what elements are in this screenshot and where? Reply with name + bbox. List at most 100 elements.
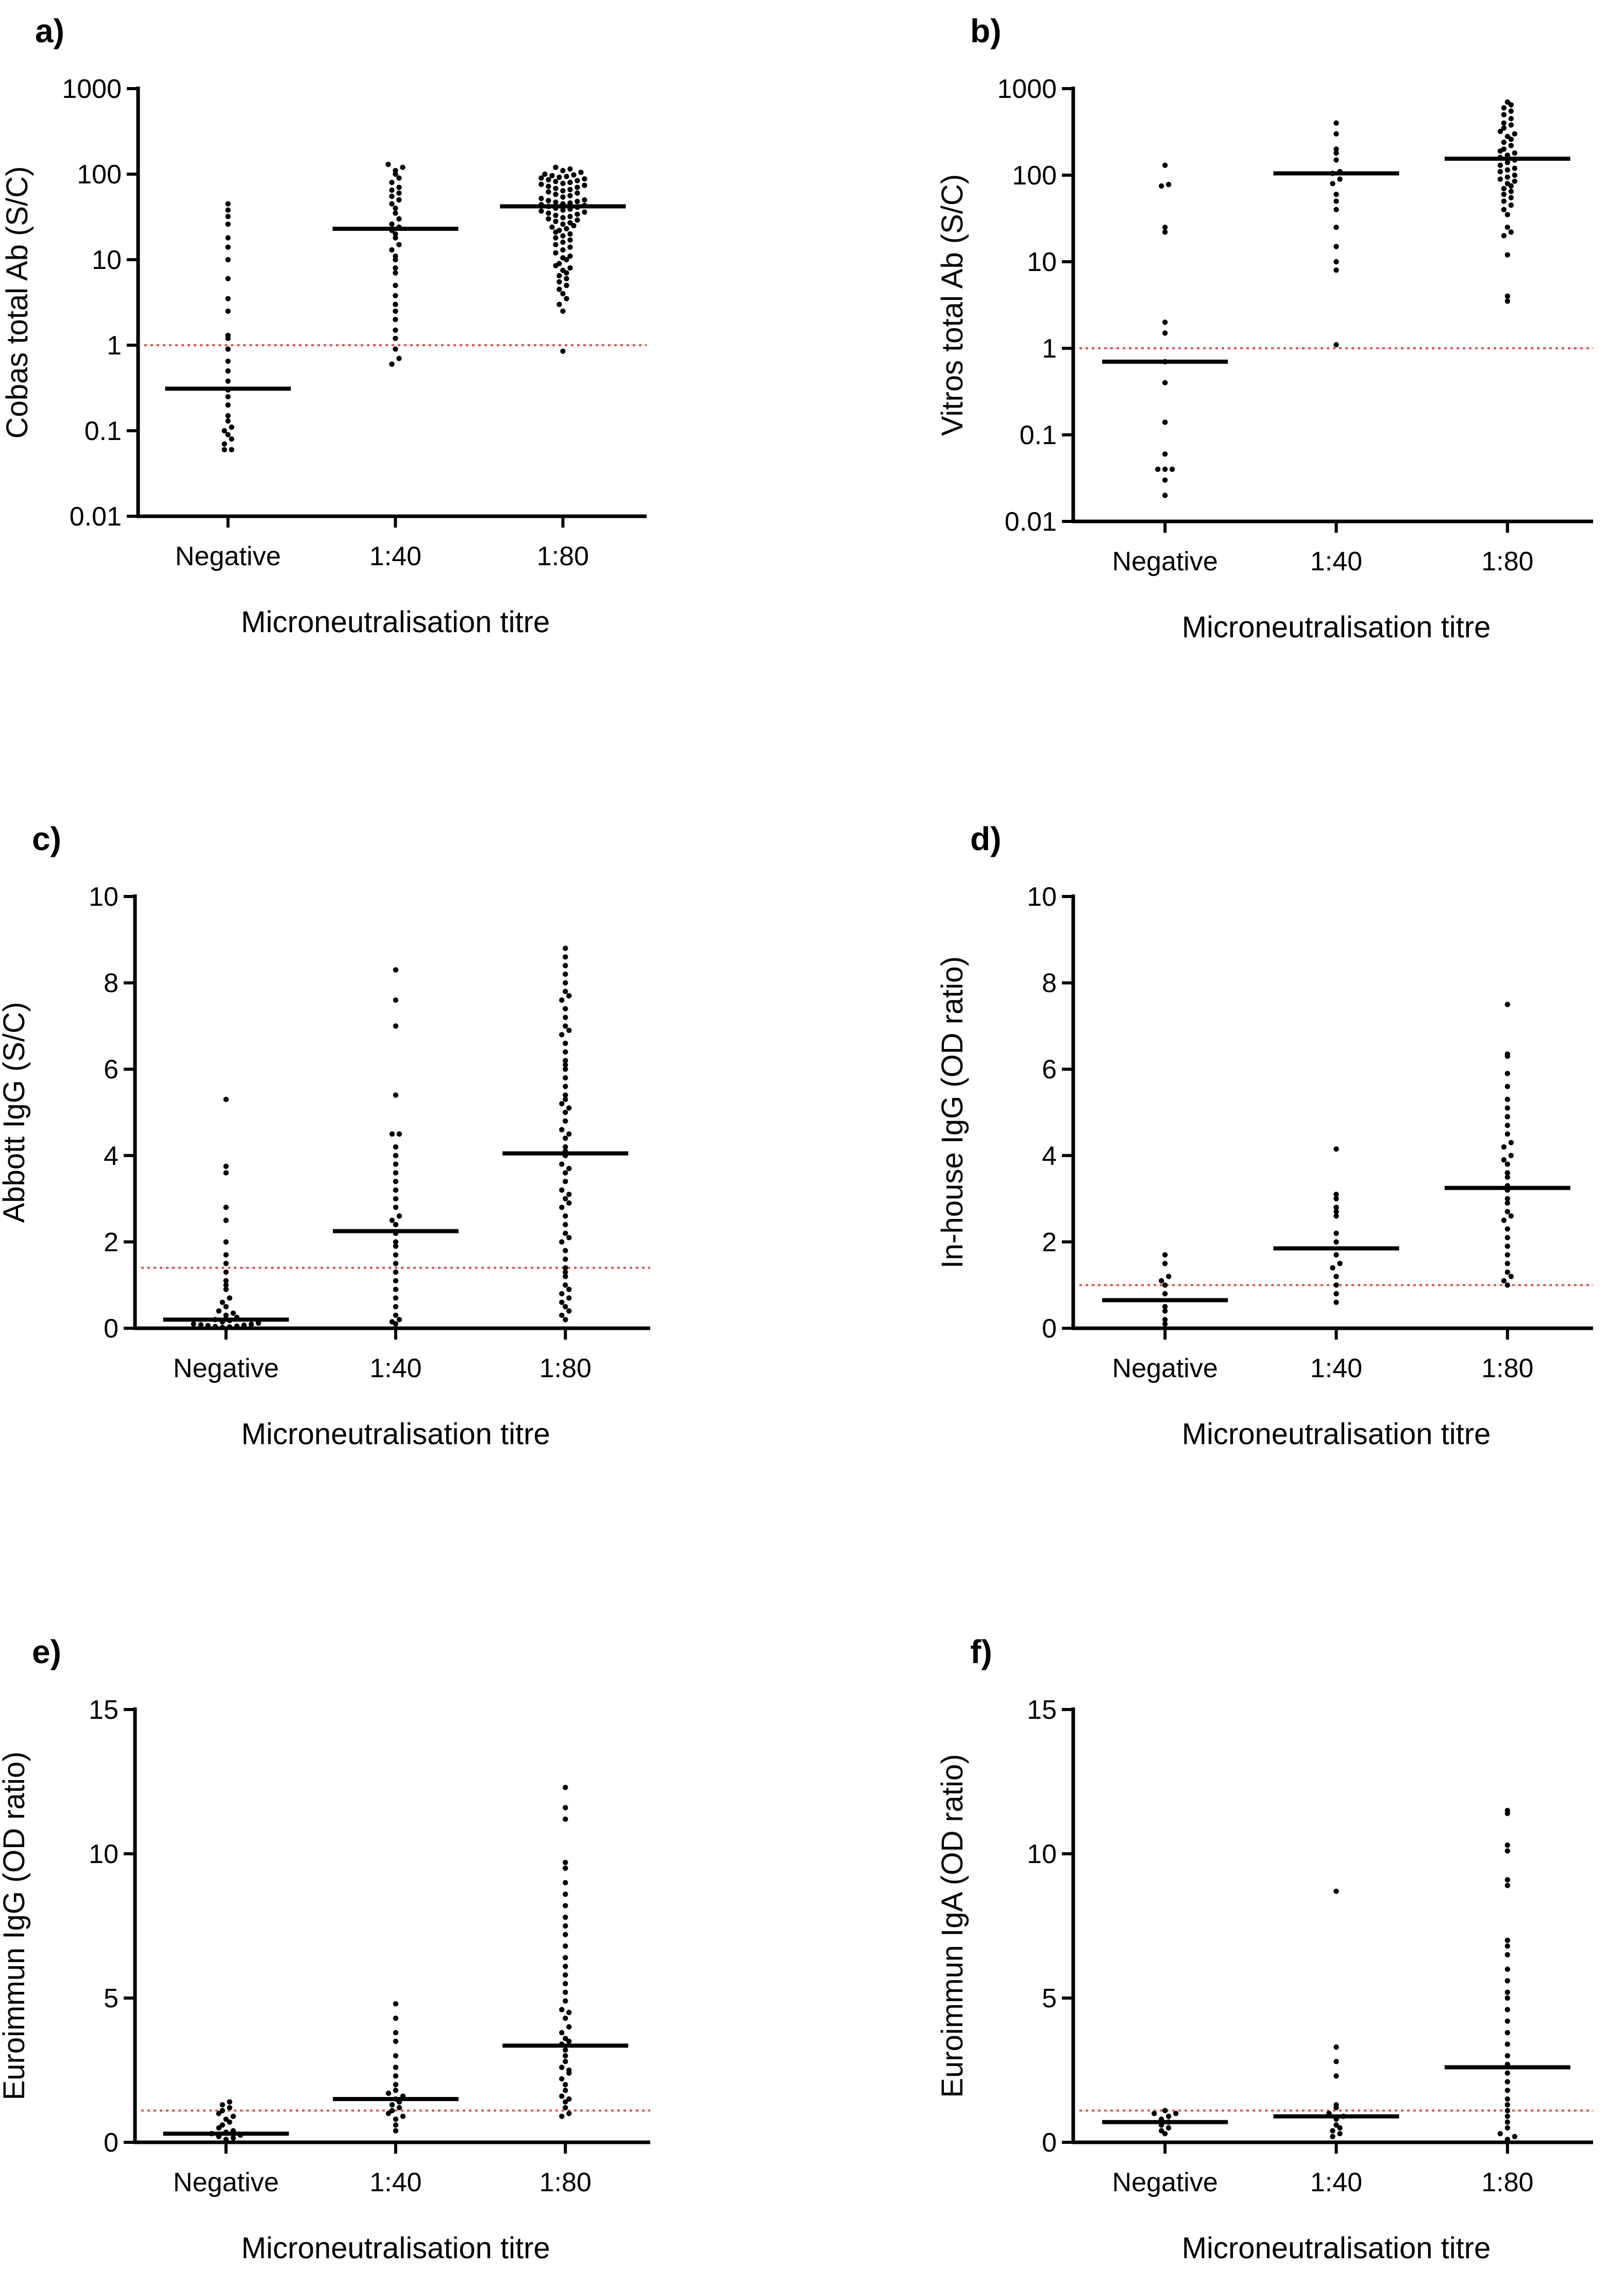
- data-point: [1508, 183, 1514, 189]
- data-point: [563, 1062, 568, 1068]
- data-point: [1333, 2122, 1339, 2128]
- data-point: [566, 1295, 572, 1301]
- data-point: [219, 1325, 225, 1330]
- data-point: [1333, 1205, 1339, 1210]
- data-point: [564, 226, 569, 232]
- data-point: [393, 2122, 399, 2128]
- data-point: [563, 1014, 568, 1020]
- data-point: [225, 378, 231, 384]
- data-point: [1504, 212, 1511, 217]
- data-point: [1504, 2096, 1511, 2102]
- data-point: [559, 2007, 565, 2012]
- x-axis-title: Microneutralisation titre: [1182, 1417, 1491, 1451]
- data-point: [1337, 2131, 1343, 2137]
- data-point: [563, 980, 568, 986]
- data-point: [396, 190, 402, 196]
- data-point: [1333, 146, 1339, 152]
- data-point: [393, 967, 399, 973]
- data-point: [225, 432, 231, 437]
- data-point: [1165, 2113, 1172, 2119]
- data-point: [1504, 1261, 1511, 1266]
- data-point: [1497, 128, 1503, 134]
- data-point: [1333, 1239, 1339, 1245]
- data-point: [560, 233, 566, 239]
- data-point: [567, 179, 573, 185]
- data-point: [1333, 157, 1339, 163]
- data-point: [1162, 477, 1168, 483]
- data-point: [393, 1239, 399, 1245]
- data-point: [553, 235, 559, 241]
- data-point: [225, 394, 231, 400]
- data-point: [393, 327, 398, 333]
- data-point: [1501, 112, 1507, 117]
- data-point: [1504, 1877, 1511, 1883]
- y-tick-label: 15: [1027, 1695, 1057, 1725]
- data-point: [1504, 1234, 1511, 1241]
- data-point: [225, 235, 231, 241]
- data-point: [578, 170, 584, 175]
- data-point: [538, 181, 544, 187]
- data-point: [560, 348, 566, 354]
- data-point: [393, 205, 398, 211]
- data-point: [563, 1981, 568, 1987]
- data-point: [1173, 2110, 1179, 2117]
- data-point: [396, 1131, 402, 1137]
- panel-label: d): [970, 820, 1001, 857]
- data-point: [393, 293, 398, 298]
- data-point: [563, 2099, 568, 2105]
- data-point: [225, 346, 231, 352]
- data-point: [563, 1265, 568, 1271]
- data-point: [1504, 2113, 1511, 2119]
- y-tick-label: 4: [1042, 1141, 1057, 1171]
- data-point: [225, 276, 231, 282]
- data-point: [227, 2105, 232, 2110]
- data-point: [574, 178, 580, 183]
- data-point: [559, 1127, 565, 1132]
- data-point: [396, 184, 402, 190]
- data-point: [216, 1308, 222, 1314]
- data-point: [1504, 2030, 1511, 2036]
- data-point: [563, 1891, 568, 1897]
- data-point: [1504, 1084, 1511, 1089]
- data-point: [1504, 133, 1511, 140]
- data-point: [563, 2047, 568, 2053]
- data-point: [574, 198, 580, 205]
- data-point: [546, 177, 551, 183]
- data-point: [389, 361, 395, 367]
- data-point: [1504, 224, 1511, 230]
- data-point: [559, 2030, 565, 2036]
- data-point: [393, 1023, 399, 1029]
- data-point: [563, 2088, 568, 2093]
- data-point: [1330, 2128, 1335, 2134]
- data-point: [553, 192, 559, 197]
- data-point: [559, 1161, 565, 1167]
- data-point: [563, 954, 568, 960]
- data-point: [1504, 2041, 1511, 2047]
- x-axis-title: Microneutralisation titre: [1182, 611, 1491, 644]
- data-point: [563, 1096, 568, 1103]
- data-point: [1333, 131, 1339, 137]
- data-point: [567, 187, 573, 193]
- data-point: [1162, 162, 1168, 168]
- data-point: [1504, 1811, 1511, 1816]
- data-point: [389, 1217, 395, 1223]
- data-point: [1504, 1096, 1511, 1103]
- data-point: [542, 171, 548, 177]
- data-point: [1162, 319, 1168, 325]
- data-point: [1504, 99, 1511, 105]
- y-axis-title: Euroimmun IgA (OD ratio): [936, 1754, 969, 2097]
- data-point: [566, 1287, 572, 1292]
- data-point: [393, 210, 398, 216]
- data-point: [389, 2108, 395, 2113]
- data-point: [1165, 181, 1172, 188]
- x-tick-label: Negative: [1112, 2168, 1218, 2197]
- data-point: [559, 1291, 565, 1297]
- data-point: [393, 1222, 399, 1228]
- y-axis-title: Cobas total Ab (S/C): [1, 166, 34, 439]
- data-point: [1501, 233, 1507, 239]
- data-point: [1504, 1161, 1511, 1167]
- data-point: [225, 221, 231, 227]
- data-point: [1165, 1274, 1172, 1279]
- data-point: [563, 1269, 568, 1275]
- data-point: [566, 1105, 572, 1111]
